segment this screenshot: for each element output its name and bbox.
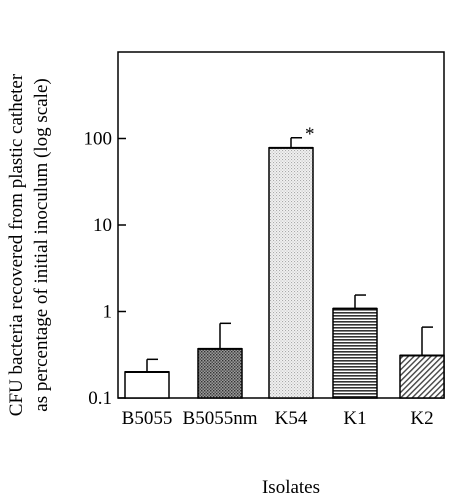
bar-k1: [332, 307, 378, 399]
y-axis-title-line-2: as percentage of initial inoculum (log s…: [31, 78, 52, 411]
x-tick-label: K54: [275, 408, 308, 429]
plot-area: 0.1 1 10 100 B5055 B5055nm K54 K1 K2 *: [84, 51, 445, 429]
bar-k54: [268, 147, 314, 399]
significance-marker: *: [305, 124, 315, 145]
y-tick-label: 1: [103, 302, 113, 323]
x-tick-label: B5055: [122, 408, 173, 429]
bar-b5055nm: [197, 348, 243, 399]
y-tick-label: 0.1: [88, 388, 112, 409]
x-tick-label: K2: [410, 408, 433, 429]
y-axis-title-line-1: CFU bacteria recovered from plastic cath…: [6, 73, 27, 416]
bar-b5055: [124, 371, 170, 399]
x-tick-label: B5055nm: [183, 408, 258, 429]
x-axis-title: Isolates: [262, 477, 320, 498]
y-tick-label: 100: [84, 129, 113, 150]
bar-k2: [399, 354, 445, 399]
y-tick-label: 10: [93, 215, 112, 236]
x-tick-label: K1: [343, 408, 366, 429]
